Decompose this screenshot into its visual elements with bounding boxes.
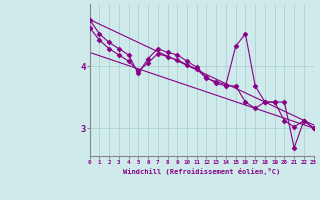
X-axis label: Windchill (Refroidissement éolien,°C): Windchill (Refroidissement éolien,°C)	[123, 168, 280, 175]
